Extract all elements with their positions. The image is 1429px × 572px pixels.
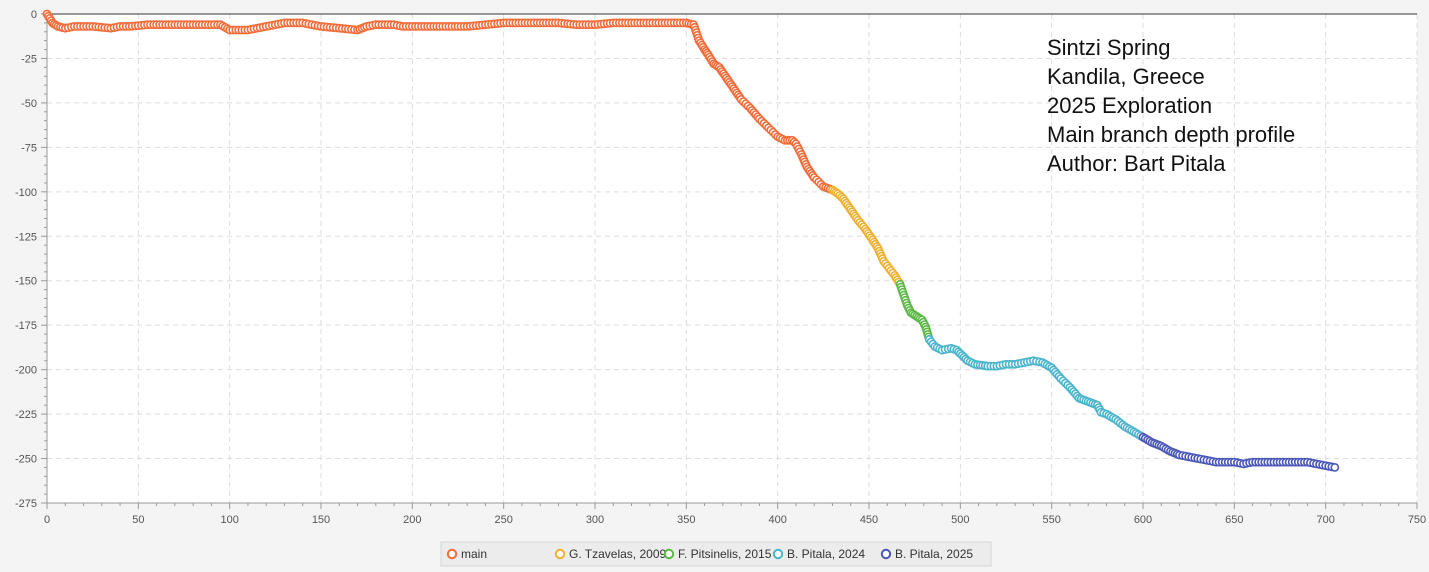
x-tick-label: 650 [1225, 514, 1243, 526]
y-tick-label: 0 [31, 9, 37, 21]
legend-marker [446, 548, 458, 560]
y-tick-label: -150 [15, 276, 37, 288]
x-tick-label: 450 [860, 514, 878, 526]
x-tick-label: 400 [768, 514, 786, 526]
y-tick-label: -250 [15, 454, 37, 466]
x-tick-label: 600 [1134, 514, 1152, 526]
legend-label: B. Pitala, 2024 [787, 547, 865, 561]
x-tick-label: 100 [220, 514, 238, 526]
y-tick-label: -275 [15, 498, 37, 510]
x-tick-label: 500 [951, 514, 969, 526]
axes: 0 50 100 150 200 250 300 350 400 450 500 550 600 650 7… [15, 9, 1426, 526]
series-main [42, 9, 837, 195]
series-b-pitala-2024 [924, 334, 1148, 442]
series-b-pitala-2025 [1138, 432, 1340, 472]
x-tick-label: 200 [403, 514, 421, 526]
x-tick-label: 700 [1316, 514, 1334, 526]
legend-label: F. Pitsinelis, 2015 [678, 547, 772, 561]
y-tick-label: -225 [15, 409, 37, 421]
series-g-tzavelas-2009 [828, 185, 905, 289]
x-tick-label: 750 [1408, 514, 1426, 526]
legend-marker [663, 548, 675, 560]
legend-item[interactable]: B. Pitala, 2024 [772, 547, 866, 561]
legend-label: main [461, 547, 487, 561]
data-series [42, 9, 1340, 472]
y-tick-label: -125 [15, 231, 37, 243]
y-tick-label: -75 [21, 142, 37, 154]
legend-box [440, 541, 992, 567]
legend-marker [772, 548, 784, 560]
plot-area [47, 14, 1417, 503]
annotation-line: Main branch depth profile [1047, 122, 1295, 147]
legend-item[interactable]: main [446, 547, 487, 561]
data-point [1330, 462, 1340, 472]
annotation-line: Kandila, Greece [1047, 64, 1205, 89]
x-tick-label: 300 [586, 514, 604, 526]
grid-lines [47, 14, 1418, 504]
annotation-block: Sintzi Spring Kandila, Greece 2025 Explora… [1047, 35, 1295, 176]
x-tick-label: 150 [312, 514, 330, 526]
legend-item[interactable]: G. Tzavelas, 2009 [554, 547, 667, 561]
x-tick-label: 250 [494, 514, 512, 526]
x-tick-label: 50 [132, 514, 144, 526]
legend-label: B. Pitala, 2025 [895, 547, 973, 561]
legend-item[interactable]: F. Pitsinelis, 2015 [663, 547, 772, 561]
legend-marker [554, 548, 566, 560]
y-tick-label: -175 [15, 320, 37, 332]
annotation-line: Sintzi Spring [1047, 35, 1171, 60]
y-tick-label: -100 [15, 187, 37, 199]
y-tick-label: -25 [21, 53, 37, 65]
x-tick-label: 350 [677, 514, 695, 526]
legend-item[interactable]: B. Pitala, 2025 [880, 547, 974, 561]
legend: main G. Tzavelas, 2009 F. Pitsinelis, 2015… [440, 541, 992, 567]
x-tick-label: 0 [44, 514, 50, 526]
y-tick-label: -200 [15, 365, 37, 377]
annotation-line: 2025 Exploration [1047, 93, 1212, 118]
legend-marker [880, 548, 892, 560]
legend-label: G. Tzavelas, 2009 [569, 547, 666, 561]
x-tick-label: 550 [1042, 514, 1060, 526]
y-tick-label: -50 [21, 98, 37, 110]
annotation-line: Author: Bart Pitala [1047, 151, 1226, 176]
